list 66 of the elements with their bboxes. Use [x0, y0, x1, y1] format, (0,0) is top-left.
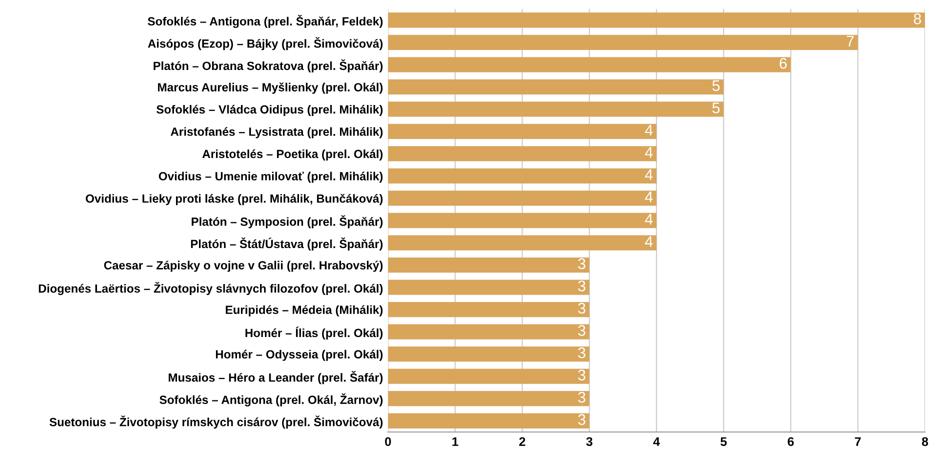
y-tick-label: Marcus Aurelius – Myšlienky (prel. Okál)	[158, 82, 383, 94]
bar	[388, 190, 656, 206]
bar	[388, 34, 858, 50]
data-label: 3	[578, 370, 586, 380]
x-tick-label: 0	[385, 437, 391, 446]
x-tick-label: 3	[586, 437, 592, 446]
y-tick-label: Sofoklés – Vládca Oidipus (prel. Mihálik)	[156, 104, 383, 116]
y-tick-label: Platón – Obrana Sokratova (prel. Špaňár)	[154, 59, 383, 72]
y-tick-label: Sofoklés – Antigona (prel. Špaňár, Feldek)	[148, 14, 383, 28]
y-tick-label: Aisópos (Ezop) – Bájky (prel. Šimovičová)	[148, 37, 383, 50]
data-label: 5	[712, 80, 720, 92]
data-label: 7	[846, 36, 854, 46]
data-label: 3	[578, 392, 586, 403]
bar	[388, 146, 656, 162]
data-label: 3	[578, 280, 586, 292]
data-label: 4	[645, 169, 653, 180]
x-tick-label: 8	[922, 437, 928, 446]
bar	[388, 79, 724, 94]
x-tick-label: 4	[653, 437, 660, 446]
y-tick-label: Musaios – Héro a Leander (prel. Šafár)	[168, 371, 383, 384]
x-tick-label: 6	[788, 437, 794, 446]
data-label: 3	[578, 302, 586, 314]
y-tick-label: Suetonius – Životopisy rímskych cisárov (prel. Šimovičová)	[50, 416, 383, 429]
y-tick-label: Platón – Štát/Ústava (prel. Špaňár)	[191, 237, 383, 250]
bar	[388, 102, 724, 117]
data-label: 3	[578, 347, 586, 358]
y-tick-label: Homér – Ílias (prel. Okál)	[245, 326, 383, 340]
x-tick-label: 5	[720, 437, 727, 446]
x-tick-label: 2	[519, 437, 526, 446]
bar	[388, 235, 656, 250]
data-label: 6	[780, 58, 787, 69]
data-label: 4	[645, 192, 653, 202]
y-tick-label: Euripidés – Médeia (Mihálik)	[226, 305, 383, 316]
data-label: 3	[578, 414, 586, 425]
y-tick-label: Sofoklés – Antigona (prel. Okál, Žarnov)	[160, 393, 383, 406]
bar	[388, 391, 590, 406]
bar	[388, 124, 656, 140]
y-tick-label: Ovidius – Umenie milovať (prel. Mihálik)	[158, 172, 383, 183]
y-tick-label: Ovidius – Lieky proti láske (prel. Mihálik, Bunčáková)	[86, 194, 383, 206]
data-label: 3	[578, 258, 586, 270]
y-tick-label: Aristofanés – Lysistrata (prel. Mihálik)	[170, 127, 383, 138]
bar	[388, 212, 656, 228]
bar	[388, 324, 590, 340]
x-tick-label: 1	[452, 437, 458, 446]
bar	[388, 168, 656, 184]
data-label: 8	[914, 13, 921, 24]
y-tick-label: Aristotelés – Poetika (prel. Okál)	[202, 149, 383, 160]
y-tick-label: Homér – Odysseia (prel. Okál)	[216, 350, 383, 361]
bar	[388, 302, 590, 318]
y-tick-label: Diogenés Laërtios – Životopisy slávnych filozofov (prel. Okál)	[38, 282, 383, 296]
bar	[388, 257, 590, 273]
data-label: 5	[712, 102, 720, 114]
data-label: 3	[578, 325, 586, 336]
bar	[388, 57, 791, 72]
x-tick-label: 7	[854, 437, 861, 446]
bar	[388, 368, 590, 384]
data-label: 4	[645, 124, 653, 136]
y-tick-label: Caesar – Zápisky o vojne v Galii (prel. Hrabovský)	[104, 260, 383, 272]
bar	[388, 346, 590, 362]
data-label: 4	[645, 236, 653, 247]
y-tick-label: Platón – Symposion (prel. Špaňár)	[192, 215, 383, 228]
bar	[388, 12, 925, 28]
data-label: 4	[645, 214, 653, 224]
bar	[388, 413, 590, 428]
bar	[388, 280, 590, 295]
data-label: 4	[645, 147, 653, 158]
